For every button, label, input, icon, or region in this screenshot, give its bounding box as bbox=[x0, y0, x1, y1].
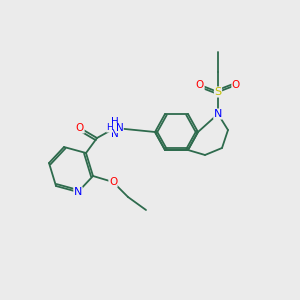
Text: N: N bbox=[74, 187, 82, 197]
Text: O: O bbox=[76, 123, 84, 133]
Text: H: H bbox=[106, 124, 113, 133]
Text: O: O bbox=[109, 177, 117, 187]
Text: N: N bbox=[116, 123, 124, 133]
Text: H
N: H N bbox=[111, 117, 119, 139]
Text: S: S bbox=[214, 87, 222, 97]
Text: O: O bbox=[196, 80, 204, 90]
Text: O: O bbox=[232, 80, 240, 90]
Text: N: N bbox=[214, 109, 222, 119]
